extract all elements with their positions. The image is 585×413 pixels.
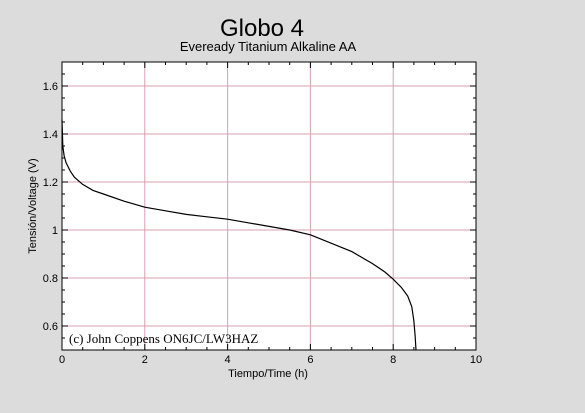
y-tick-label: 1: [52, 225, 58, 237]
chart-title: Globo 4: [220, 15, 304, 42]
y-tick-label: 1.6: [43, 81, 58, 93]
chart-subtitle: Eveready Titanium Alkaline AA: [180, 39, 357, 54]
voltage-series-line: [61, 119, 417, 351]
x-tick-label: 8: [390, 354, 396, 366]
y-tick-label: 1.2: [43, 177, 58, 189]
y-tick-label: 0.8: [43, 273, 58, 285]
plot-background: [62, 62, 476, 350]
x-tick-label: 0: [59, 354, 65, 366]
y-tick-label: 0.6: [43, 321, 58, 333]
plot-area: 0 2 4 6 8 10 0.6 0.8 1 1.2 1.4 1.6: [43, 61, 482, 366]
y-tick-label: 1.4: [43, 129, 58, 141]
x-tick-label: 10: [470, 354, 482, 366]
copyright-annotation: (c) John Coppens ON6JC/LW3HAZ: [69, 331, 258, 346]
x-tick-label: 2: [142, 354, 148, 366]
x-axis-label: Tiempo/Time (h): [228, 368, 308, 380]
x-tick-label: 4: [225, 354, 231, 366]
y-axis-label: Tensión/Voltage (V): [27, 158, 39, 253]
x-tick-label: 6: [307, 354, 313, 366]
